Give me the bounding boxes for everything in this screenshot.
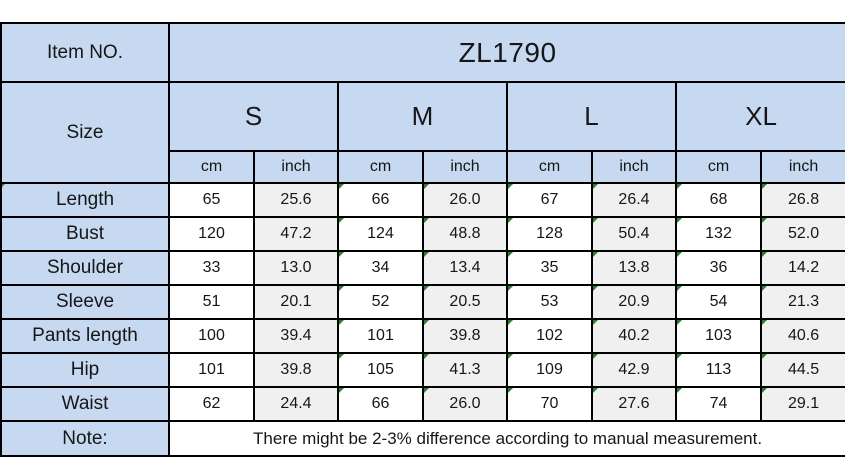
measurement-cell: 52 xyxy=(337,284,424,320)
measurement-cell: 120 xyxy=(168,216,255,252)
measurement-cell: 42.9 xyxy=(591,352,677,388)
measurement-cell: 109 xyxy=(506,352,593,388)
measurement-cell: 34 xyxy=(337,250,424,286)
item-no-value: ZL1790 xyxy=(167,22,845,83)
size-header-m: M xyxy=(337,81,508,152)
measurement-cell: 13.0 xyxy=(253,250,339,286)
measurement-cell: 67 xyxy=(506,182,593,218)
measurement-cell: 35 xyxy=(506,250,593,286)
measurement-cell: 128 xyxy=(506,216,593,252)
table-row-shoulder: Shoulder 33 13.0 34 13.4 35 13.8 36 14.2 xyxy=(0,250,845,286)
measurement-cell: 20.9 xyxy=(591,284,677,320)
table-row-pants-length: Pants length 100 39.4 101 39.8 102 40.2 … xyxy=(0,318,845,354)
measurement-cell: 26.0 xyxy=(422,182,508,218)
measurement-cell: 113 xyxy=(675,352,762,388)
measurement-cell: 74 xyxy=(675,386,762,422)
table-row-hip: Hip 101 39.8 105 41.3 109 42.9 113 44.5 xyxy=(0,352,845,388)
size-label: Size xyxy=(0,81,170,184)
measurement-cell: 24.4 xyxy=(253,386,339,422)
measurement-cell: 66 xyxy=(337,386,424,422)
measurement-cell: 47.2 xyxy=(253,216,339,252)
measurement-cell: 20.1 xyxy=(253,284,339,320)
measurement-cell: 44.5 xyxy=(759,352,845,388)
measurement-cell: 36 xyxy=(675,250,762,286)
measurement-cell: 40.6 xyxy=(759,318,845,354)
measurement-cell: 41.3 xyxy=(422,352,508,388)
item-no-row: Item NO. ZL1790 xyxy=(0,22,845,83)
measurement-cell: 25.6 xyxy=(253,182,339,218)
size-header-row: Size S M L XL xyxy=(0,81,845,184)
unit-header-l-cm: cm xyxy=(506,150,593,184)
measurement-cell: 51 xyxy=(168,284,255,320)
measurement-cell: 40.2 xyxy=(591,318,677,354)
measurement-cell: 39.8 xyxy=(422,318,508,354)
unit-header-m-cm: cm xyxy=(337,150,424,184)
measurement-cell: 101 xyxy=(337,318,424,354)
unit-header-xl-cm: cm xyxy=(675,150,762,184)
table-row-sleeve: Sleeve 51 20.1 52 20.5 53 20.9 54 21.3 xyxy=(0,284,845,320)
measurement-cell: 13.8 xyxy=(591,250,677,286)
measurement-cell: 50.4 xyxy=(591,216,677,252)
measurement-cell: 68 xyxy=(675,182,762,218)
measurement-cell: 39.4 xyxy=(253,318,339,354)
measurement-cell: 66 xyxy=(337,182,424,218)
size-header-s: S xyxy=(168,81,339,152)
measurement-cell: 100 xyxy=(168,318,255,354)
table-row-waist: Waist 62 24.4 66 26.0 70 27.6 74 29.1 xyxy=(0,386,845,422)
row-label-hip: Hip xyxy=(0,352,170,388)
measurement-cell: 105 xyxy=(337,352,424,388)
measurement-cell: 132 xyxy=(675,216,762,252)
measurement-cell: 26.8 xyxy=(759,182,845,218)
measurement-cell: 39.8 xyxy=(253,352,339,388)
row-label-waist: Waist xyxy=(0,386,170,422)
measurement-cell: 54 xyxy=(675,284,762,320)
size-header-l: L xyxy=(506,81,677,152)
item-no-label: Item NO. xyxy=(0,22,170,83)
measurement-cell: 29.1 xyxy=(759,386,845,422)
unit-header-m-inch: inch xyxy=(422,150,508,184)
measurement-cell: 62 xyxy=(168,386,255,422)
measurement-cell: 65 xyxy=(168,182,255,218)
measurement-cell: 33 xyxy=(168,250,255,286)
size-header-xl: XL xyxy=(674,81,845,152)
measurement-cell: 124 xyxy=(337,216,424,252)
note-text: There might be 2-3% difference according… xyxy=(167,420,845,457)
unit-header-s-cm: cm xyxy=(168,150,255,184)
row-label-pants-length: Pants length xyxy=(0,318,170,354)
measurement-cell: 20.5 xyxy=(422,284,508,320)
measurement-cell: 70 xyxy=(506,386,593,422)
unit-header-l-inch: inch xyxy=(591,150,677,184)
measurement-cell: 102 xyxy=(506,318,593,354)
measurement-cell: 52.0 xyxy=(759,216,845,252)
measurement-cell: 14.2 xyxy=(759,250,845,286)
unit-header-row: cm inch cm inch cm inch cm inch xyxy=(1,150,845,184)
measurement-cell: 48.8 xyxy=(422,216,508,252)
row-label-sleeve: Sleeve xyxy=(0,284,170,320)
measurement-cell: 101 xyxy=(168,352,255,388)
table-row-bust: Bust 120 47.2 124 48.8 128 50.4 132 52.0 xyxy=(0,216,845,252)
measurement-cell: 21.3 xyxy=(759,284,845,320)
row-label-length: Length xyxy=(0,182,170,218)
measurement-cell: 13.4 xyxy=(422,250,508,286)
measurement-cell: 26.4 xyxy=(591,182,677,218)
unit-header-xl-inch: inch xyxy=(759,150,845,184)
measurement-cell: 27.6 xyxy=(591,386,677,422)
measurement-cell: 103 xyxy=(675,318,762,354)
unit-header-s-inch: inch xyxy=(253,150,339,184)
size-chart-table: Item NO. ZL1790 Size S M L XL cm inch cm… xyxy=(0,22,845,457)
measurement-cell: 26.0 xyxy=(422,386,508,422)
row-label-shoulder: Shoulder xyxy=(0,250,170,286)
measurement-cell: 53 xyxy=(506,284,593,320)
note-row: Note: There might be 2-3% difference acc… xyxy=(0,420,845,457)
row-label-bust: Bust xyxy=(0,216,170,252)
table-row-length: Length 65 25.6 66 26.0 67 26.4 68 26.8 xyxy=(0,182,845,218)
note-label: Note: xyxy=(0,420,170,457)
